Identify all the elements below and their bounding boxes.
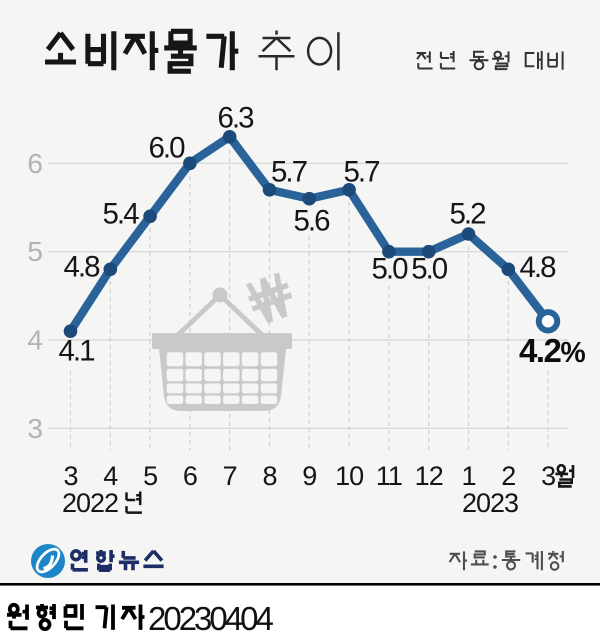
svg-text:6: 6 bbox=[27, 148, 43, 179]
svg-text:7: 7 bbox=[223, 461, 237, 491]
svg-text:4.1: 4.1 bbox=[58, 335, 94, 368]
svg-text:5.7: 5.7 bbox=[343, 156, 379, 189]
svg-text:9: 9 bbox=[302, 461, 316, 491]
svg-text:2: 2 bbox=[501, 461, 515, 491]
svg-text:6.0: 6.0 bbox=[148, 132, 185, 165]
svg-text:4: 4 bbox=[27, 325, 43, 356]
svg-text:5.7: 5.7 bbox=[271, 156, 307, 189]
svg-text:2022: 2022 bbox=[62, 488, 118, 518]
svg-text:5.2: 5.2 bbox=[449, 198, 485, 231]
svg-text:20230404: 20230404 bbox=[148, 600, 273, 637]
svg-text:5.6: 5.6 bbox=[293, 205, 330, 238]
svg-text:5: 5 bbox=[143, 461, 157, 491]
svg-text:5.0: 5.0 bbox=[371, 253, 408, 286]
svg-text:6: 6 bbox=[183, 461, 197, 491]
svg-text:1: 1 bbox=[461, 461, 475, 491]
svg-text:4.8: 4.8 bbox=[63, 251, 100, 284]
svg-text:10: 10 bbox=[335, 461, 363, 491]
svg-text:4: 4 bbox=[103, 461, 118, 491]
svg-text:2023: 2023 bbox=[462, 488, 518, 518]
svg-text:4.2%: 4.2% bbox=[519, 332, 585, 369]
svg-text:5.0: 5.0 bbox=[411, 253, 448, 286]
svg-text:6.3: 6.3 bbox=[217, 102, 254, 135]
svg-text:3: 3 bbox=[27, 413, 43, 444]
svg-text:8: 8 bbox=[262, 461, 276, 491]
svg-text:5: 5 bbox=[27, 236, 43, 267]
svg-text:5.4: 5.4 bbox=[102, 198, 139, 231]
svg-text:11: 11 bbox=[376, 461, 402, 491]
svg-text:4.8: 4.8 bbox=[519, 251, 556, 284]
svg-text:3: 3 bbox=[541, 461, 555, 491]
svg-text:3: 3 bbox=[63, 461, 77, 491]
svg-text:12: 12 bbox=[415, 461, 443, 491]
